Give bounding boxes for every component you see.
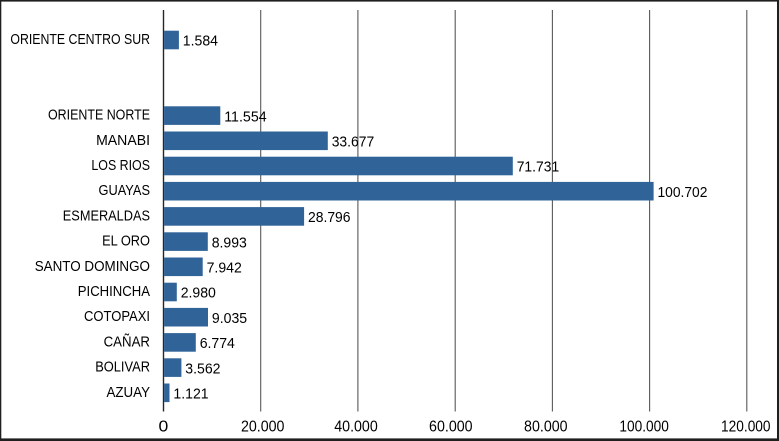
- svg-text:11.554: 11.554: [224, 109, 267, 125]
- svg-text:EL ORO: EL ORO: [102, 234, 150, 250]
- svg-text:1.121: 1.121: [173, 387, 208, 403]
- svg-text:ORIENTE CENTRO SUR: ORIENTE CENTRO SUR: [10, 32, 150, 48]
- svg-text:120.000: 120.000: [721, 419, 771, 436]
- svg-text:6.774: 6.774: [200, 336, 235, 352]
- svg-text:BOLIVAR: BOLIVAR: [95, 360, 150, 376]
- svg-text:33.677: 33.677: [332, 135, 375, 151]
- svg-text:7.942: 7.942: [207, 261, 242, 277]
- svg-text:8.993: 8.993: [212, 235, 247, 251]
- svg-text:ESMERALDAS: ESMERALDAS: [63, 208, 150, 224]
- svg-text:60.000: 60.000: [429, 419, 473, 436]
- svg-text:CAÑAR: CAÑAR: [104, 333, 150, 350]
- svg-text:MANABI: MANABI: [96, 133, 150, 149]
- svg-text:2.980: 2.980: [181, 286, 216, 302]
- svg-text:80.000: 80.000: [524, 419, 568, 436]
- svg-text:28.796: 28.796: [308, 210, 351, 226]
- svg-text:1.584: 1.584: [183, 34, 218, 50]
- svg-text:PICHINCHA: PICHINCHA: [78, 284, 151, 300]
- svg-text:40.000: 40.000: [334, 419, 378, 436]
- svg-text:LOS RIOS: LOS RIOS: [91, 158, 150, 174]
- svg-text:20.000: 20.000: [241, 419, 285, 436]
- svg-text:SANTO DOMINGO: SANTO DOMINGO: [35, 259, 150, 275]
- svg-text:100.000: 100.000: [619, 419, 669, 436]
- svg-text:9.035: 9.035: [212, 311, 247, 327]
- svg-text:GUAYAS: GUAYAS: [99, 183, 151, 199]
- svg-text:71.731: 71.731: [517, 160, 560, 176]
- svg-text:ORIENTE NORTE: ORIENTE NORTE: [48, 108, 150, 124]
- svg-text:3.562: 3.562: [185, 361, 220, 377]
- svg-text:0: 0: [159, 419, 169, 436]
- svg-text:100.702: 100.702: [658, 185, 708, 201]
- svg-text:COTOPAXI: COTOPAXI: [84, 309, 150, 325]
- svg-text:AZUAY: AZUAY: [107, 385, 151, 401]
